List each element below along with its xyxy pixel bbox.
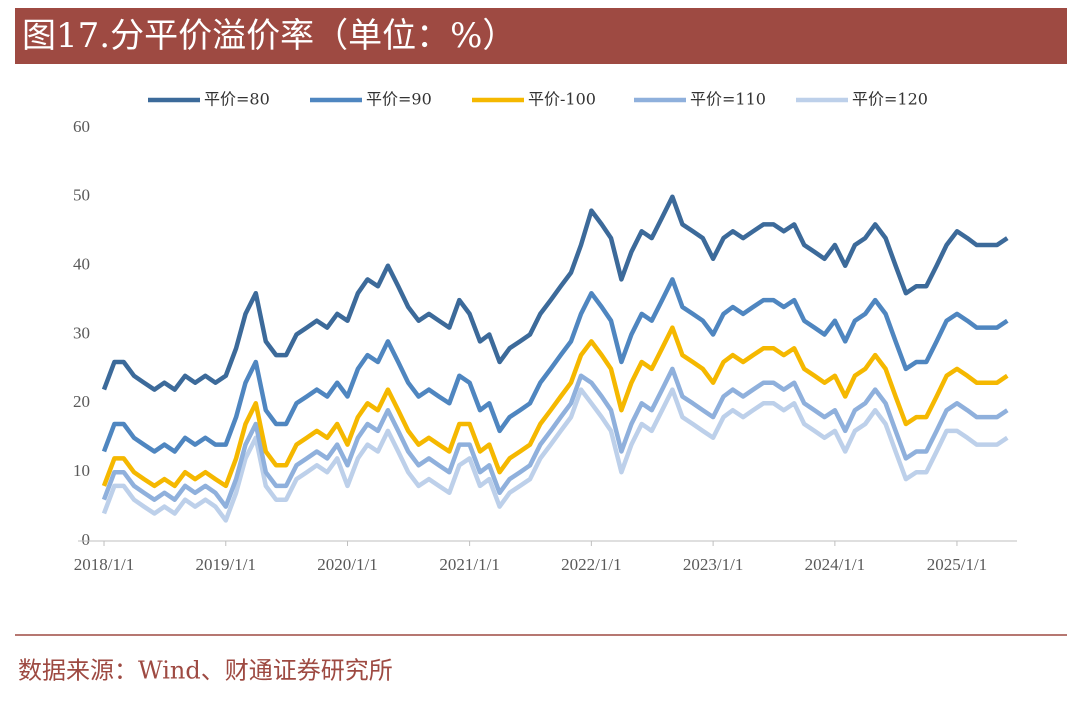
x-tick-label: 2022/1/1 [561, 555, 621, 574]
y-tick-label: 50 [73, 186, 90, 205]
series-line [101, 277, 1009, 454]
x-tick-label: 2020/1/1 [317, 555, 377, 574]
series-line [101, 387, 1009, 523]
chart-title: 图17.分平价溢价率（单位：%） [22, 16, 516, 56]
x-tick-label: 2023/1/1 [683, 555, 743, 574]
x-tick-label: 2018/1/1 [74, 555, 134, 574]
x-tick-label: 2024/1/1 [805, 555, 865, 574]
legend-label: 平价=90 [366, 90, 432, 109]
y-tick-label: 0 [82, 530, 91, 549]
y-tick-label: 40 [73, 255, 90, 274]
x-tick-label: 2019/1/1 [196, 555, 256, 574]
legend-label: 平价=80 [204, 90, 270, 109]
series-line [101, 194, 1009, 392]
y-tick-label: 10 [73, 461, 90, 480]
source-note: 数据来源：Wind、财通证券研究所 [18, 657, 393, 685]
x-tick-label: 2021/1/1 [439, 555, 499, 574]
y-tick-label: 30 [73, 323, 90, 342]
x-tick-label: 2025/1/1 [927, 555, 987, 574]
y-tick-label: 60 [73, 117, 90, 136]
series-line [101, 366, 1009, 509]
series-line [101, 325, 1009, 489]
title-banner [15, 8, 1067, 64]
legend-label: 平价=110 [690, 90, 766, 109]
legend-label: 平价=120 [852, 90, 928, 109]
legend-label: 平价-100 [528, 90, 596, 109]
y-tick-label: 20 [73, 392, 90, 411]
